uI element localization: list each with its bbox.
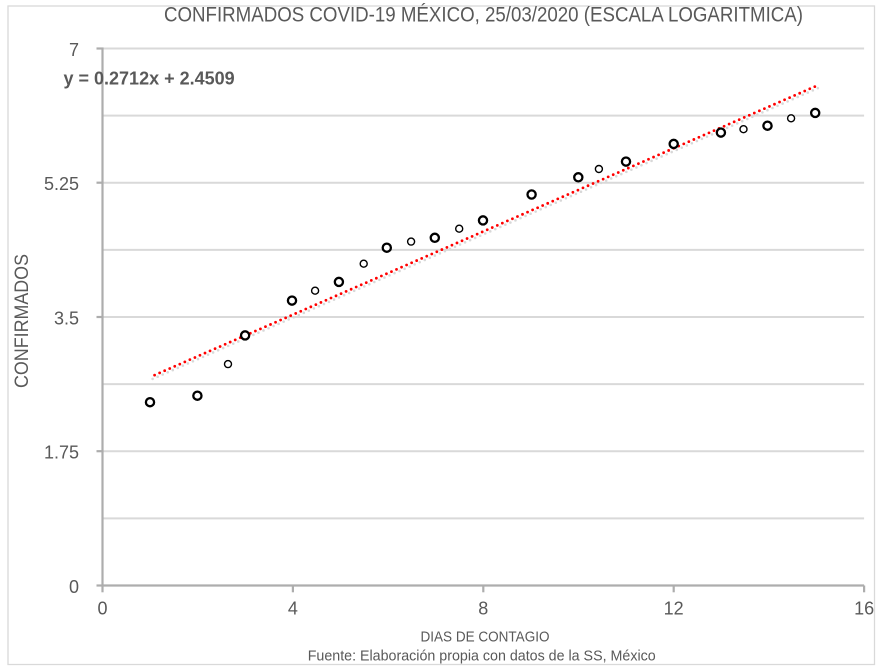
svg-text:y = 0.2712x + 2.4509: y = 0.2712x + 2.4509 [64, 68, 235, 88]
svg-text:Fuente: Elaboración propia con: Fuente: Elaboración propia con datos de … [308, 648, 656, 665]
svg-text:3.5: 3.5 [54, 308, 79, 328]
svg-text:CONFIRMADOS COVID-19 MÉXICO, 2: CONFIRMADOS COVID-19 MÉXICO, 25/03/2020 … [164, 4, 803, 27]
svg-text:16: 16 [854, 599, 874, 619]
svg-text:DIAS DE CONTAGIO: DIAS DE CONTAGIO [421, 629, 550, 646]
svg-text:0: 0 [69, 577, 79, 597]
svg-text:8: 8 [478, 599, 488, 619]
svg-text:CONFIRMADOS: CONFIRMADOS [12, 254, 33, 388]
svg-text:1.75: 1.75 [44, 443, 79, 463]
svg-text:5.25: 5.25 [44, 174, 79, 194]
svg-text:0: 0 [97, 599, 107, 619]
svg-text:4: 4 [288, 599, 298, 619]
svg-text:7: 7 [69, 40, 79, 60]
svg-text:12: 12 [664, 599, 684, 619]
